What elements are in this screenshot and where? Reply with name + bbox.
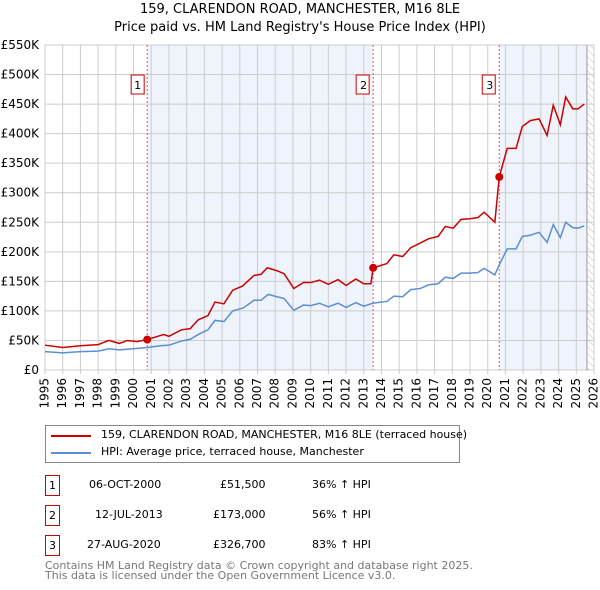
x-tick-label: 2004 bbox=[197, 378, 211, 409]
x-tick-label: 2018 bbox=[445, 378, 459, 409]
y-tick-label: £50K bbox=[8, 333, 40, 347]
footer-licence: This data is licensed under the Open Gov… bbox=[45, 569, 396, 582]
legend-swatch-blue bbox=[51, 452, 91, 454]
hpi-line bbox=[44, 221, 585, 354]
sale-number-badge: 2 bbox=[45, 505, 60, 526]
x-tick-label: 2003 bbox=[179, 378, 193, 409]
x-tick-label: 2017 bbox=[427, 378, 441, 409]
legend: 159, CLARENDON ROAD, MANCHESTER, M16 8LE… bbox=[45, 425, 467, 463]
x-tick-label: 2011 bbox=[321, 378, 335, 409]
shaded-period bbox=[499, 45, 587, 370]
x-tick-label: 2009 bbox=[285, 378, 299, 409]
sale-date: 27-AUG-2020 bbox=[87, 538, 161, 551]
sale-point bbox=[495, 172, 504, 181]
y-tick-label: £450K bbox=[1, 97, 41, 111]
x-tick-label: 2020 bbox=[480, 378, 494, 409]
x-tick-label: 2014 bbox=[374, 378, 388, 409]
x-tick-label: 2023 bbox=[533, 378, 547, 409]
x-tick-label: 2019 bbox=[463, 378, 477, 409]
sale-date: 06-OCT-2000 bbox=[89, 478, 162, 491]
sale-marker-box bbox=[355, 74, 370, 95]
sale-date: 12-JUL-2013 bbox=[95, 508, 163, 521]
property-price-line bbox=[44, 94, 585, 349]
table-row: 2 12-JUL-2013 £173,000 56% ↑ HPI bbox=[45, 505, 445, 526]
x-tick-label: 2007 bbox=[250, 378, 264, 409]
x-tick-label: 2022 bbox=[516, 378, 530, 409]
sale-price: £51,500 bbox=[220, 478, 266, 491]
y-tick-label: £250K bbox=[1, 215, 41, 229]
chart-subtitle: Price paid vs. HM Land Registry's House … bbox=[114, 20, 486, 35]
x-tick-label: 1998 bbox=[91, 378, 105, 409]
shaded-period bbox=[147, 45, 374, 370]
y-tick-label: £200K bbox=[1, 245, 41, 259]
y-tick-label: £100K bbox=[1, 304, 41, 318]
y-tick-label: £300K bbox=[1, 186, 41, 200]
sale-price: £173,000 bbox=[213, 508, 266, 521]
x-tick-label: 2005 bbox=[215, 378, 229, 409]
sale-number-badge: 1 bbox=[45, 475, 60, 496]
sale-hpi-diff: 36% ↑ HPI bbox=[312, 478, 371, 491]
price-chart: 1995 1996 1997 1998 1999 2000 2001 2002 2003 2004… bbox=[1, 38, 600, 409]
sale-marker-box bbox=[481, 74, 496, 95]
table-row: 3 27-AUG-2020 £326,700 83% ↑ HPI bbox=[45, 535, 445, 556]
y-tick-label: £400K bbox=[1, 127, 41, 141]
sale-hpi-diff: 83% ↑ HPI bbox=[312, 538, 371, 551]
x-tick-label: 2001 bbox=[144, 378, 158, 409]
x-tick-label: 2015 bbox=[392, 378, 406, 409]
sale-marker-label: 2 bbox=[360, 79, 367, 92]
x-tick-label: 2026 bbox=[587, 378, 600, 409]
legend-label: HPI: Average price, terraced house, Manc… bbox=[101, 445, 364, 458]
sale-price: £326,700 bbox=[213, 538, 266, 551]
x-tick-label: 1995 bbox=[38, 378, 52, 409]
y-tick-label: £150K bbox=[1, 274, 41, 288]
y-tick-label: £550K bbox=[1, 38, 41, 52]
x-tick-label: 2016 bbox=[409, 378, 423, 409]
chart-title: 159, CLARENDON ROAD, MANCHESTER, M16 8LE bbox=[139, 2, 461, 17]
x-tick-label: 2000 bbox=[126, 378, 140, 409]
x-tick-label: 2025 bbox=[569, 378, 583, 409]
y-tick-label: £350K bbox=[1, 156, 41, 170]
x-tick-label: 1997 bbox=[73, 378, 87, 409]
sale-marker-label: 1 bbox=[134, 79, 141, 92]
y-tick-label: £500K bbox=[1, 68, 41, 82]
table-row: 1 06-OCT-2000 £51,500 36% ↑ HPI bbox=[45, 475, 445, 496]
legend-label: 159, CLARENDON ROAD, MANCHESTER, M16 8LE… bbox=[101, 428, 468, 441]
sale-marker-box bbox=[130, 74, 145, 95]
x-tick-label: 2012 bbox=[339, 378, 353, 409]
x-tick-label: 2013 bbox=[356, 378, 370, 409]
sale-hpi-diff: 56% ↑ HPI bbox=[312, 508, 371, 521]
sale-point bbox=[369, 263, 378, 272]
x-tick-label: 2024 bbox=[551, 378, 565, 409]
x-tick-label: 1996 bbox=[55, 378, 69, 409]
x-tick-label: 2006 bbox=[232, 378, 246, 409]
sale-point bbox=[143, 335, 152, 344]
legend-swatch-red bbox=[51, 435, 91, 437]
sale-number-badge: 3 bbox=[45, 535, 60, 556]
x-tick-label: 1999 bbox=[108, 378, 122, 409]
footer-copyright: Contains HM Land Registry data © Crown c… bbox=[45, 559, 473, 572]
x-tick-label: 2002 bbox=[161, 378, 175, 409]
x-tick-label: 2010 bbox=[303, 378, 317, 409]
x-tick-label: 2008 bbox=[268, 378, 282, 409]
sale-marker-label: 3 bbox=[486, 79, 493, 92]
x-tick-label: 2021 bbox=[498, 378, 512, 409]
y-tick-label: £0 bbox=[24, 363, 39, 377]
forecast-hatch bbox=[586, 45, 594, 370]
